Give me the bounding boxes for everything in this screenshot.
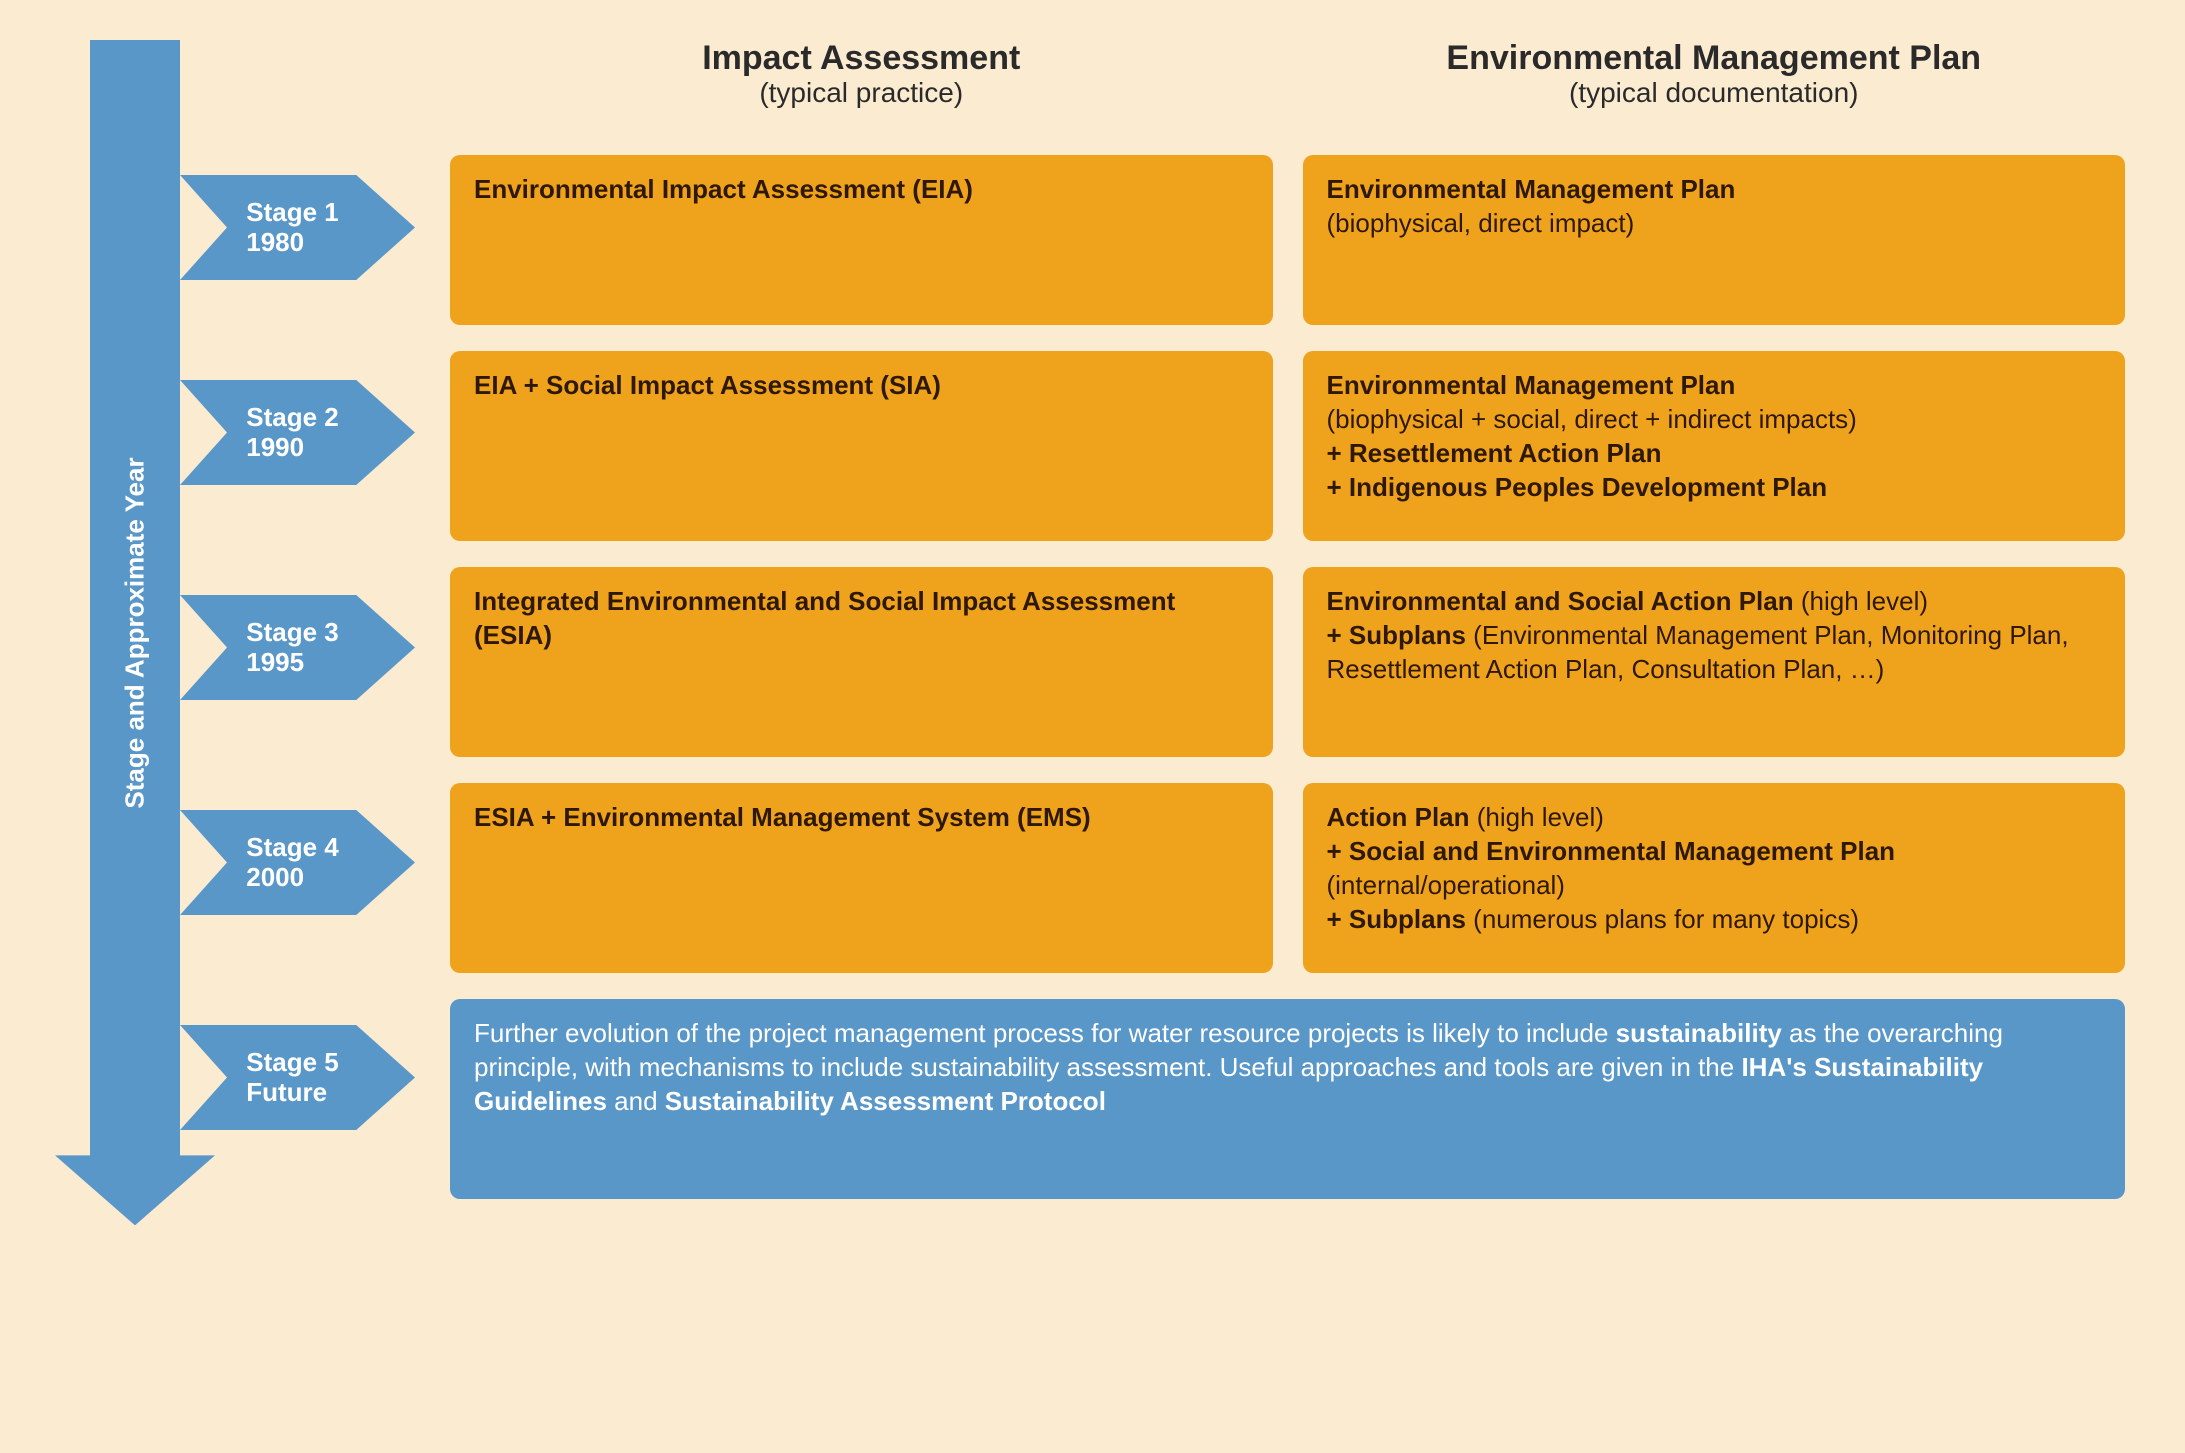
timeline-column: Stage and Approximate Year Stage 11980 St…	[60, 40, 420, 1225]
stage-arrow-label: Stage 21990	[246, 403, 339, 463]
stage-arrow-3: Stage 31995	[180, 595, 415, 700]
stage-arrow-5: Stage 5Future	[180, 1025, 415, 1130]
stage-arrow-2: Stage 21990	[180, 380, 415, 485]
stage-arrow-label: Stage 5Future	[246, 1048, 339, 1108]
stage-arrow-label: Stage 11980	[246, 198, 339, 258]
stage-arrow-label: Stage 31995	[246, 618, 339, 678]
timeline-arrowhead	[55, 1155, 215, 1225]
impact-cell-stage-1: Environmental Impact Assessment (EIA)	[450, 155, 1273, 325]
stage-arrow-1: Stage 11980	[180, 175, 415, 280]
future-cell: Further evolution of the project managem…	[450, 999, 2125, 1199]
plan-cell-stage-1: Environmental Management Plan(biophysica…	[1303, 155, 2126, 325]
plan-cell-stage-2: Environmental Management Plan(biophysica…	[1303, 351, 2126, 541]
plan-cell-stage-3: Environmental and Social Action Plan (hi…	[1303, 567, 2126, 757]
stage-arrow-label: Stage 42000	[246, 833, 339, 893]
stage-arrow-4: Stage 42000	[180, 810, 415, 915]
impact-cell-stage-2: EIA + Social Impact Assessment (SIA)	[450, 351, 1273, 541]
impact-cell-stage-3: Integrated Environmental and Social Impa…	[450, 567, 1273, 757]
plan-cell-stage-4: Action Plan (high level)+ Social and Env…	[1303, 783, 2126, 973]
header-plan: Environmental Management Plan (typical d…	[1303, 40, 2126, 109]
header-plan-title: Environmental Management Plan	[1303, 40, 2126, 77]
impact-cell-stage-4: ESIA + Environmental Management System (…	[450, 783, 1273, 973]
header-plan-sub: (typical documentation)	[1303, 77, 2126, 109]
header-impact-sub: (typical practice)	[450, 77, 1273, 109]
timeline-label: Stage and Approximate Year	[120, 457, 151, 808]
diagram-grid: Stage and Approximate Year Stage 11980 St…	[60, 40, 2125, 1225]
header-impact: Impact Assessment (typical practice)	[450, 40, 1273, 109]
header-impact-title: Impact Assessment	[450, 40, 1273, 77]
